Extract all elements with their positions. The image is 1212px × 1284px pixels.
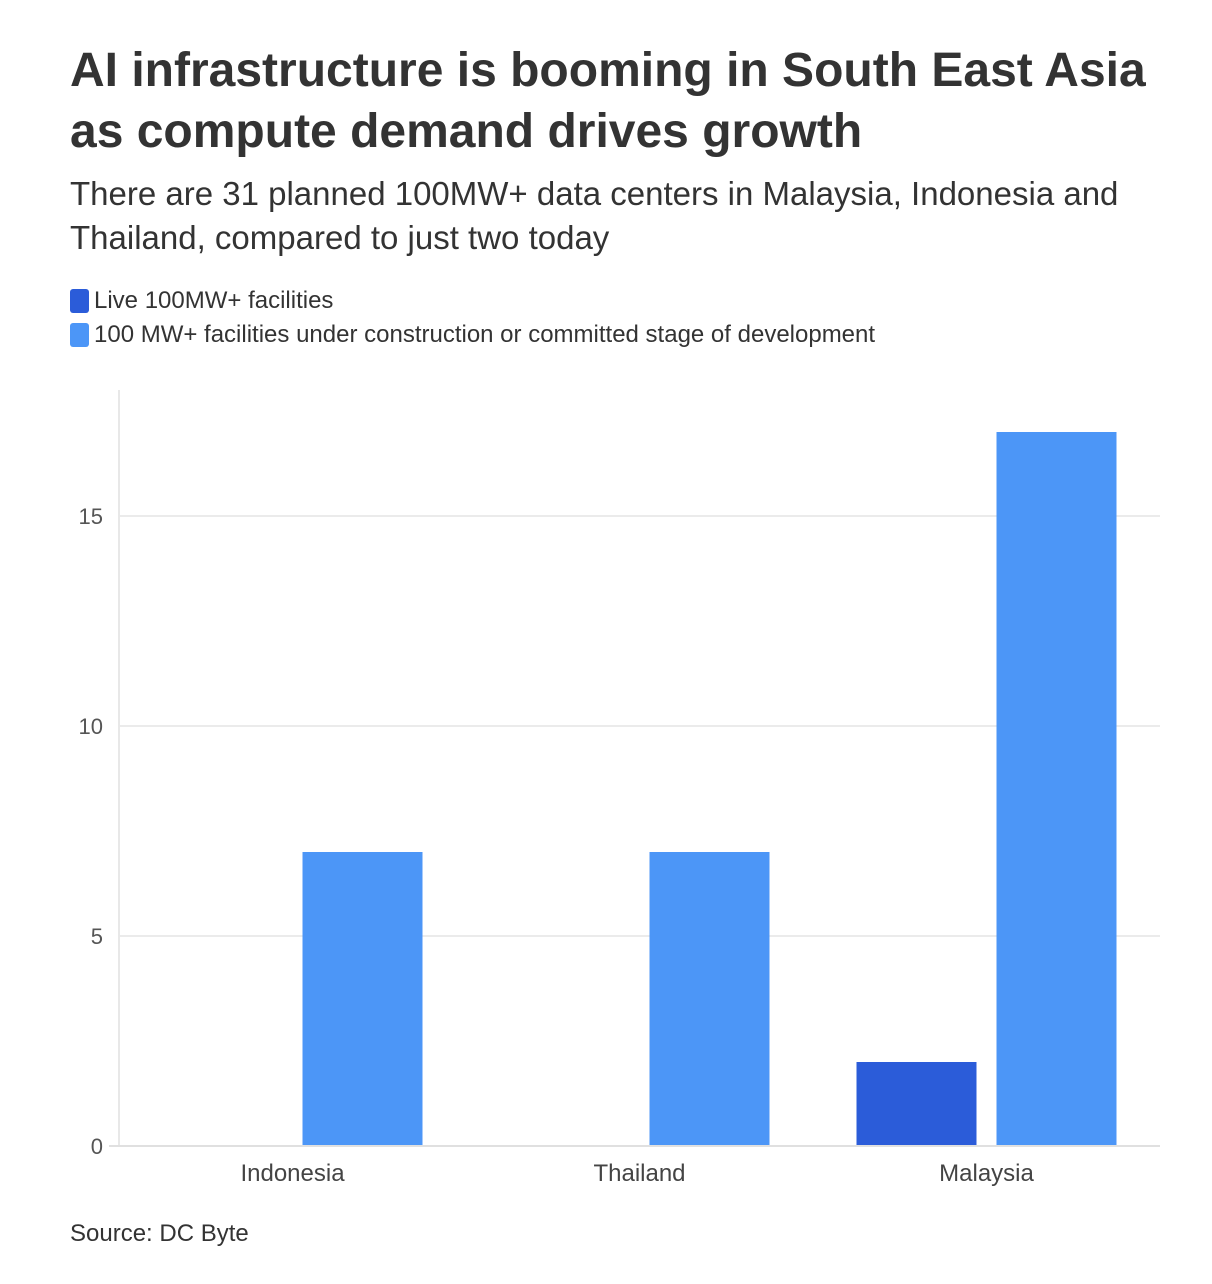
legend: Live 100MW+ facilities 100 MW+ facilitie…	[70, 284, 875, 352]
legend-label-planned: 100 MW+ facilities under construction or…	[94, 321, 876, 348]
y-tick-label-10: 10	[79, 714, 103, 739]
bar-thailand-series-2	[649, 852, 770, 1146]
y-tick-label-15: 15	[79, 504, 103, 529]
y-tick-label-0: 0	[91, 1134, 103, 1159]
x-tick-label-malaysia: Malaysia	[939, 1160, 1034, 1187]
legend-item-planned: 100 MW+ facilities under construction or…	[70, 318, 875, 352]
legend-item-live: Live 100MW+ facilities	[70, 284, 875, 318]
x-tick-label-thailand: Thailand	[593, 1160, 685, 1187]
source-note: Source: DC Byte	[70, 1220, 249, 1247]
y-tick-label-5: 5	[91, 924, 103, 949]
bar-malaysia-series-2	[996, 432, 1117, 1146]
chart-subtitle: There are 31 planned 100MW+ data centers…	[70, 175, 1119, 256]
bar-malaysia-series-1	[856, 1062, 977, 1146]
bar-indonesia-series-2	[302, 852, 423, 1146]
legend-label-live: Live 100MW+ facilities	[94, 287, 334, 314]
legend-swatch-live	[70, 289, 89, 313]
legend-swatch-planned	[70, 323, 89, 347]
chart-title: AI infrastructure is booming in South Ea…	[70, 44, 1146, 158]
x-tick-label-indonesia: Indonesia	[240, 1160, 345, 1187]
